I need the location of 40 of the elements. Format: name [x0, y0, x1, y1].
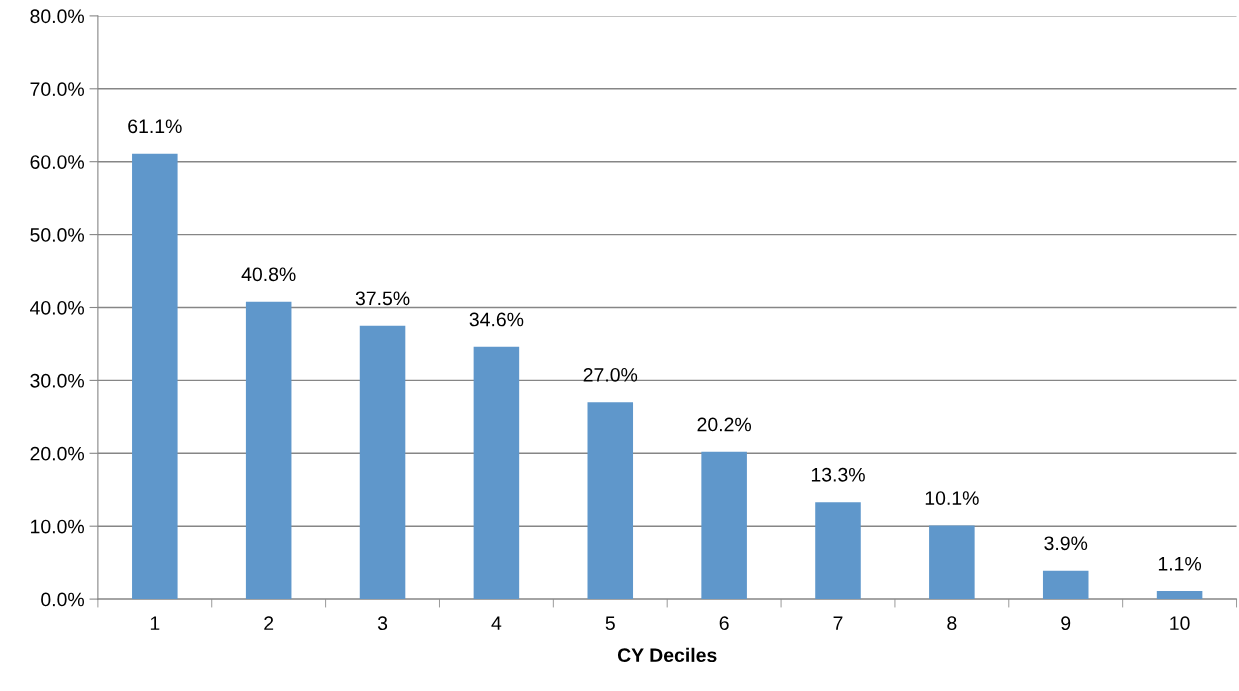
x-tick-label: 5 [605, 616, 615, 631]
data-label: 40.8% [241, 267, 296, 282]
x-tick-label: 6 [719, 616, 729, 631]
y-tick-label: 70.0% [30, 82, 84, 97]
y-tick-label: 10.0% [31, 519, 84, 534]
bar [929, 525, 975, 600]
bar [132, 153, 178, 600]
x-axis-title: CY Deciles [617, 647, 717, 663]
bar [359, 325, 406, 600]
bar [1156, 591, 1203, 600]
y-tick-label: 60.0% [30, 155, 84, 169]
data-label: 20.2% [697, 417, 752, 432]
y-tick-label: 80.0% [30, 9, 84, 24]
x-tick-label: 3 [377, 616, 388, 631]
data-label: 27.0% [583, 367, 638, 382]
data-label: 37.5% [355, 291, 410, 306]
bar [245, 301, 292, 600]
y-tick-label: 30.0% [30, 373, 84, 388]
x-tick-label: 9 [1061, 616, 1071, 631]
bar [473, 346, 520, 600]
x-tick-label: 10 [1170, 616, 1190, 631]
x-tick-label: 8 [947, 616, 957, 631]
data-label: 3.9% [1044, 536, 1088, 551]
data-label: 34.6% [469, 312, 524, 327]
data-label: 61.1% [128, 119, 182, 134]
y-tick-label: 50.0% [30, 228, 84, 242]
x-tick-label: 2 [264, 616, 274, 630]
x-tick-label: 7 [833, 616, 843, 630]
data-label: 13.3% [811, 467, 865, 482]
y-tick-label: 20.0% [30, 446, 84, 461]
x-tick-label: 1 [150, 616, 160, 630]
bar [815, 502, 861, 600]
bar [587, 402, 634, 600]
y-tick-label: 40.0% [30, 300, 84, 315]
y-tick-label: 0.0% [41, 592, 84, 607]
bar [701, 451, 747, 600]
data-label: 10.1% [925, 491, 979, 505]
bar [1042, 570, 1089, 600]
data-label: 1.1% [1158, 556, 1202, 571]
x-tick-label: 4 [491, 616, 502, 630]
